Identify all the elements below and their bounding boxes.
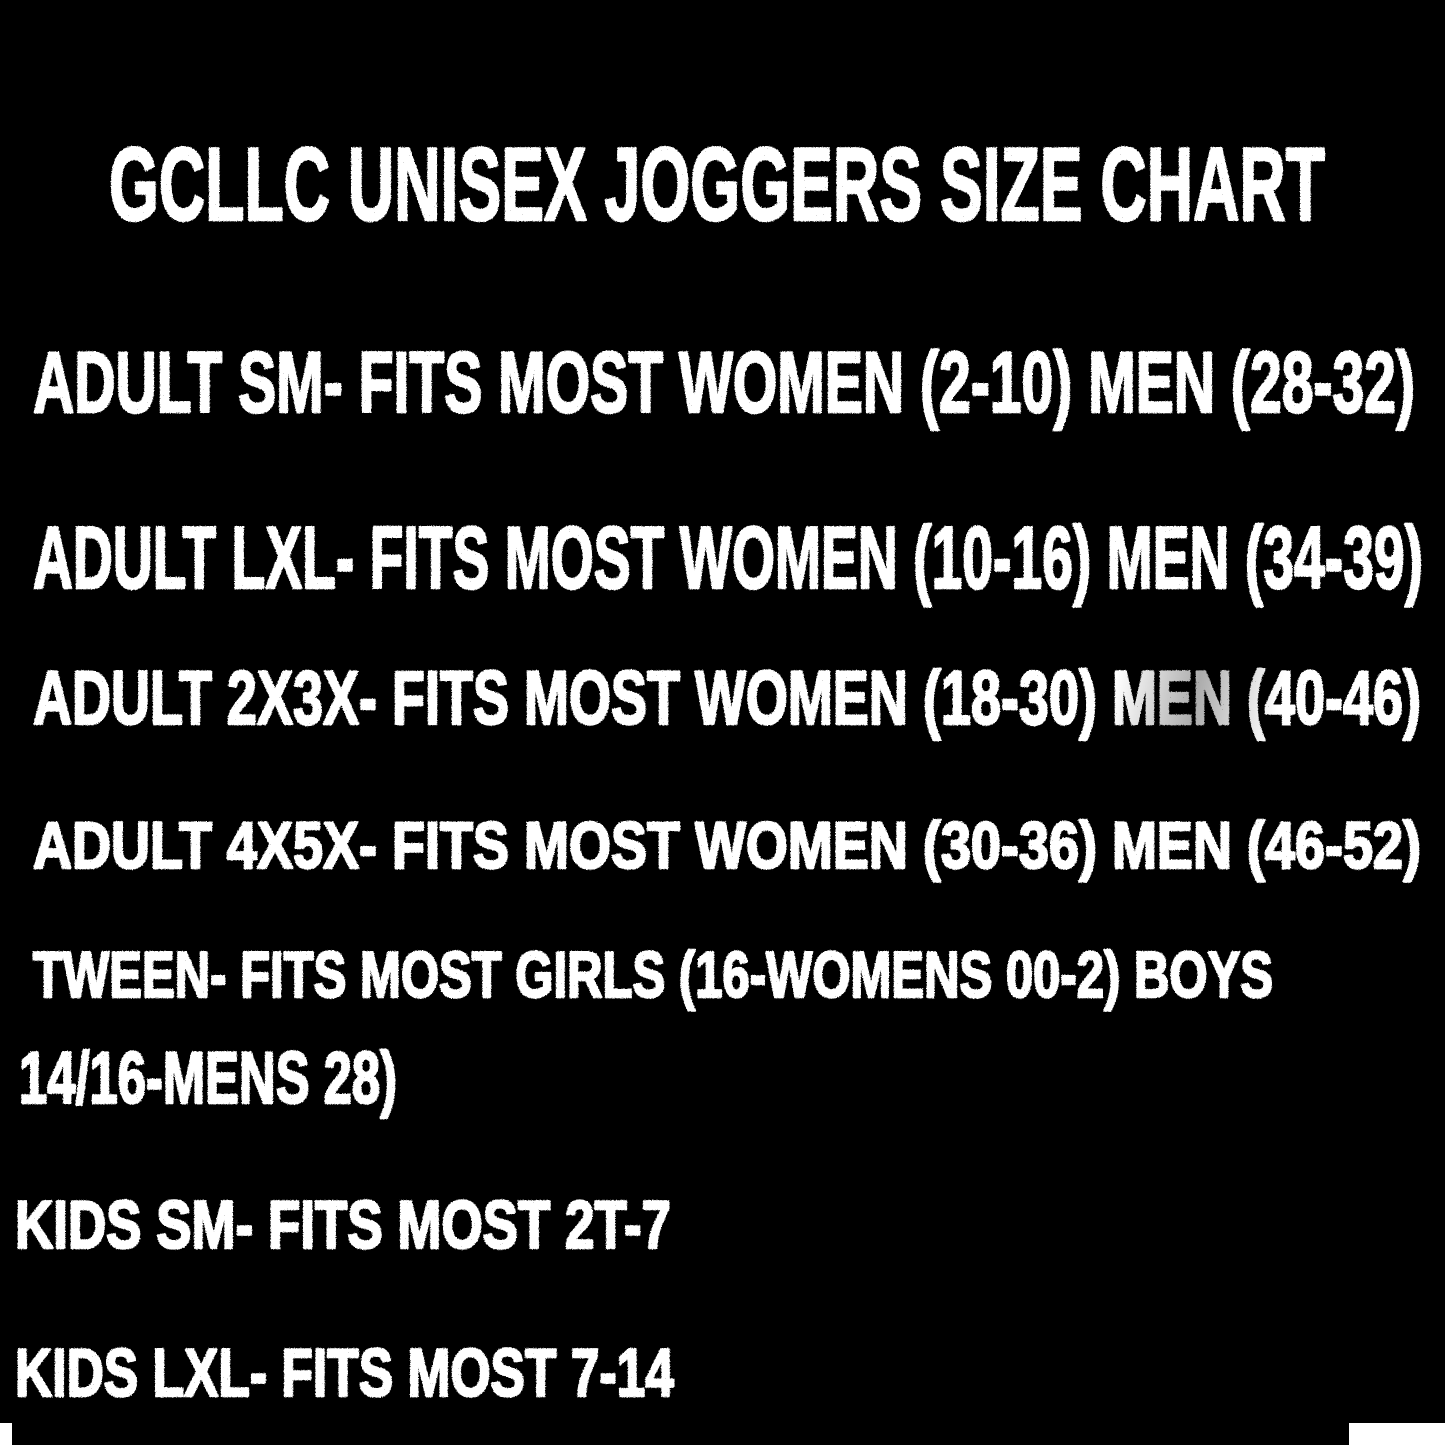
svg-text:GCLLC UNISEX JOGGERS SIZE CHAR: GCLLC UNISEX JOGGERS SIZE CHART	[109, 127, 1325, 243]
svg-text:ADULT 2X3X- FITS MOST WOMEN (1: ADULT 2X3X- FITS MOST WOMEN (18-30) MEN …	[33, 656, 1421, 741]
svg-text:KIDS LXL- FITS MOST 7-14: KIDS LXL- FITS MOST 7-14	[15, 1335, 674, 1411]
svg-text:14/16-MENS 28): 14/16-MENS 28)	[19, 1038, 397, 1119]
svg-text:ADULT 4X5X- FITS MOST WOMEN (3: ADULT 4X5X- FITS MOST WOMEN (30-36) MEN …	[33, 808, 1421, 882]
svg-text:ADULT SM- FITS MOST WOMEN (2-1: ADULT SM- FITS MOST WOMEN (2-10) MEN (28…	[33, 335, 1415, 431]
svg-text:KIDS SM- FITS MOST 2T-7: KIDS SM- FITS MOST 2T-7	[15, 1187, 671, 1263]
svg-text:ADULT LXL- FITS MOST WOMEN (10: ADULT LXL- FITS MOST WOMEN (10-16) MEN (…	[33, 508, 1423, 607]
svg-text:TWEEN- FITS MOST GIRLS (16-WOM: TWEEN- FITS MOST GIRLS (16-WOMENS 00-2) …	[33, 938, 1273, 1011]
